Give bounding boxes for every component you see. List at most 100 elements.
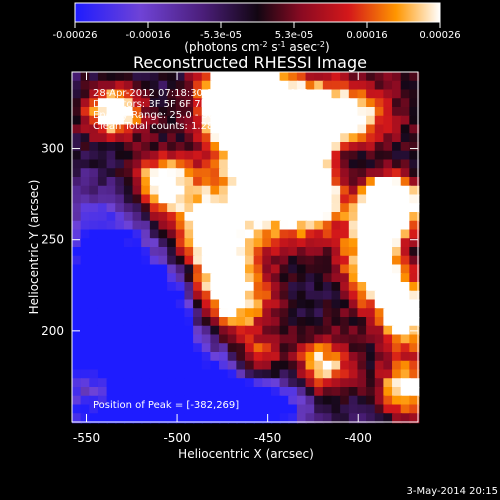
heatmap-cell (400, 115, 411, 126)
heatmap-cell (296, 247, 307, 257)
heatmap-cell (245, 247, 255, 257)
heatmap-cell (409, 308, 420, 319)
heatmap-cell (253, 80, 264, 91)
heatmap-cell (167, 387, 178, 397)
heatmap-cell (366, 387, 377, 397)
heatmap-cell (175, 89, 186, 100)
heatmap-cell (106, 282, 117, 292)
heatmap-cell (331, 360, 342, 371)
heatmap-cell (314, 290, 325, 301)
heatmap-cell (400, 72, 411, 82)
heatmap-cell (227, 107, 238, 117)
heatmap-cell (132, 387, 143, 397)
heatmap-cell (374, 133, 385, 144)
heatmap-cell (262, 133, 273, 144)
heatmap-cell (366, 107, 377, 117)
heatmap-cell (80, 80, 91, 91)
heatmap-cell (97, 273, 108, 284)
heatmap-cell (201, 352, 212, 362)
heatmap-cell (89, 247, 100, 257)
heatmap-cell (279, 98, 290, 109)
heatmap-cell (115, 395, 126, 406)
heatmap-cell (270, 317, 281, 327)
heatmap-cell (331, 115, 342, 126)
heatmap-cell (409, 177, 420, 187)
heatmap-cell (305, 404, 316, 415)
heatmap-cell (227, 343, 238, 354)
heatmap-cell (409, 194, 420, 205)
heatmap-cell (400, 413, 411, 424)
heatmap-cell (149, 378, 160, 389)
heatmap-cell (141, 133, 152, 144)
heatmap-cell (72, 159, 82, 170)
heatmap-cell (132, 238, 143, 249)
heatmap-cell (227, 378, 238, 389)
heatmap-cell (305, 238, 316, 249)
heatmap-cell (348, 404, 359, 415)
heatmap-cell (400, 212, 411, 222)
heatmap-cell (288, 413, 299, 424)
heatmap-cell (132, 142, 143, 152)
heatmap-cell (374, 255, 385, 266)
heatmap-cell (89, 185, 100, 196)
heatmap-cell (193, 360, 204, 371)
heatmap-cell (227, 133, 238, 144)
heatmap-cell (149, 282, 160, 292)
heatmap-cell (167, 107, 178, 117)
heatmap-cell (149, 194, 160, 205)
heatmap-cell (97, 72, 108, 82)
heatmap-cell (357, 247, 368, 257)
heatmap-cell (175, 387, 186, 397)
heatmap-cell (201, 247, 212, 257)
heatmap-cell (409, 133, 420, 144)
heatmap-cell (331, 203, 342, 214)
heatmap-cell (357, 360, 368, 371)
heatmap-cell (253, 238, 264, 249)
heatmap-cell (253, 194, 264, 205)
heatmap-cell (72, 80, 82, 91)
heatmap-cell (409, 220, 420, 231)
heatmap-cell (357, 343, 368, 354)
heatmap-cell (158, 80, 169, 91)
heatmap-cell (322, 360, 333, 371)
heatmap-cell (288, 404, 299, 415)
heatmap-cell (288, 352, 299, 362)
heatmap-cell (262, 247, 273, 257)
heatmap-cell (236, 273, 247, 284)
heatmap-cell (400, 334, 411, 345)
heatmap-cell (227, 80, 238, 91)
heatmap-cell (97, 150, 108, 161)
heatmap-cell (262, 212, 273, 222)
heatmap-cell (219, 177, 230, 187)
heatmap-cell (193, 290, 204, 301)
heatmap-cell (374, 203, 385, 214)
heatmap-cell (123, 395, 134, 406)
heatmap-cell (262, 387, 273, 397)
heatmap-cell (331, 273, 342, 284)
heatmap-cell (245, 98, 255, 109)
heatmap-cell (80, 238, 91, 249)
heatmap-cell (167, 89, 178, 100)
heatmap-cell (141, 107, 152, 117)
heatmap-cell (219, 299, 230, 310)
heatmap-cell (253, 220, 264, 231)
heatmap-cell (392, 282, 403, 292)
x-tick-label: -450 (254, 431, 281, 445)
heatmap-cell (322, 273, 333, 284)
heatmap-cell (245, 387, 255, 397)
heatmap-cell (322, 115, 333, 126)
heatmap-cell (296, 220, 307, 231)
x-tick-label: -550 (73, 431, 100, 445)
heatmap-cell (245, 133, 255, 144)
heatmap-cell (253, 273, 264, 284)
heatmap-cell (149, 168, 160, 179)
heatmap-cell (89, 387, 100, 397)
heatmap-cell (245, 395, 255, 406)
heatmap-cell (288, 80, 299, 91)
heatmap-cell (149, 220, 160, 231)
heatmap-cell (106, 334, 117, 345)
heatmap-cell (331, 89, 342, 100)
heatmap-cell (97, 343, 108, 354)
heatmap-cell (149, 185, 160, 196)
heatmap-cell (72, 98, 82, 109)
